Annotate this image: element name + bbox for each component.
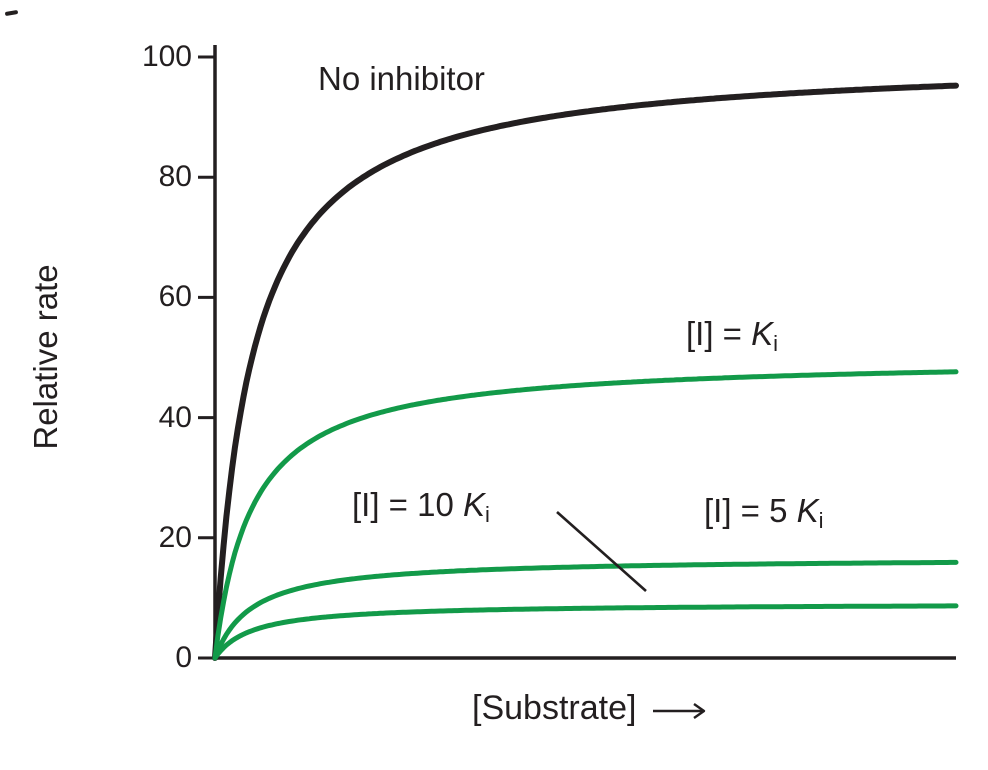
right-arrow-icon (653, 702, 706, 719)
curve-i-ki (212, 369, 959, 661)
y-tick-label-80: 80 (158, 160, 192, 193)
k-symbol: K (796, 492, 819, 529)
k-subscript: i (485, 502, 490, 527)
x-axis-label-text: [Substrate] (472, 689, 637, 727)
curve-label-ki: [I] = Ki (686, 315, 779, 356)
k-subscript: i (818, 508, 824, 533)
k-symbol: K (463, 486, 486, 523)
k-subscript: i (773, 331, 779, 356)
curve-label-no-inhibitor: No inhibitor (318, 60, 485, 97)
y-tick-label-100: 100 (141, 40, 192, 73)
curve-no-inhibitor (212, 82, 959, 661)
leader-line (556, 511, 647, 592)
curve-label-10ki: [I] = 10 Ki (352, 486, 490, 527)
k-symbol: K (751, 315, 774, 352)
curve-i-5-ki (212, 559, 959, 661)
label-text: [I] = (686, 315, 752, 352)
label-text: [I] = 10 (352, 486, 463, 523)
x-axis-title: [Substrate] (472, 689, 710, 728)
y-axis-title: Relative rate (27, 264, 64, 450)
y-tick-label-0: 0 (175, 641, 192, 674)
label-text: [I] = 5 (704, 492, 797, 529)
y-tick-label-60: 60 (158, 280, 192, 313)
y-tick-label-40: 40 (158, 401, 192, 434)
curve-i-10-ki (212, 603, 959, 661)
curve-label-5ki: [I] = 5 Ki (704, 492, 824, 533)
y-tick-label-20: 20 (158, 521, 192, 554)
